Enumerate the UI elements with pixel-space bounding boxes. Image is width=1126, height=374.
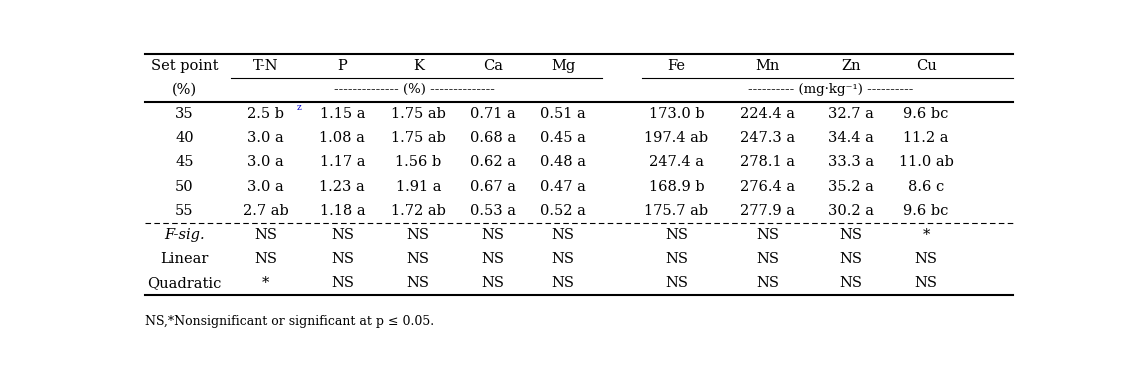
Text: Fe: Fe <box>668 59 686 73</box>
Text: NS: NS <box>756 276 779 290</box>
Text: z: z <box>296 103 301 112</box>
Text: T-N: T-N <box>252 59 278 73</box>
Text: 175.7 ab: 175.7 ab <box>644 204 708 218</box>
Text: *: * <box>262 276 269 290</box>
Text: -------------- (%) --------------: -------------- (%) -------------- <box>334 83 494 96</box>
Text: 1.23 a: 1.23 a <box>320 180 365 194</box>
Text: NS: NS <box>840 228 863 242</box>
Text: 1.75 ab: 1.75 ab <box>391 107 446 121</box>
Text: NS: NS <box>552 228 574 242</box>
Text: 1.08 a: 1.08 a <box>320 131 365 145</box>
Text: 168.9 b: 168.9 b <box>649 180 705 194</box>
Text: 0.52 a: 0.52 a <box>540 204 586 218</box>
Text: 3.0 a: 3.0 a <box>248 180 284 194</box>
Text: 278.1 a: 278.1 a <box>740 155 795 169</box>
Text: NS: NS <box>254 252 277 266</box>
Text: NS: NS <box>840 252 863 266</box>
Text: NS: NS <box>665 252 688 266</box>
Text: 11.2 a: 11.2 a <box>903 131 949 145</box>
Text: 0.45 a: 0.45 a <box>540 131 586 145</box>
Text: NS: NS <box>840 276 863 290</box>
Text: 35.2 a: 35.2 a <box>828 180 874 194</box>
Text: 0.68 a: 0.68 a <box>471 131 517 145</box>
Text: F-sig.: F-sig. <box>164 228 205 242</box>
Text: 1.15 a: 1.15 a <box>320 107 365 121</box>
Text: 9.6 bc: 9.6 bc <box>903 204 949 218</box>
Text: 2.7 ab: 2.7 ab <box>243 204 288 218</box>
Text: ---------- (mg·kg⁻¹) ----------: ---------- (mg·kg⁻¹) ---------- <box>748 83 913 96</box>
Text: NS: NS <box>914 252 938 266</box>
Text: 1.17 a: 1.17 a <box>320 155 365 169</box>
Text: 0.48 a: 0.48 a <box>540 155 587 169</box>
Text: 33.3 a: 33.3 a <box>828 155 874 169</box>
Text: NS: NS <box>665 276 688 290</box>
Text: NS: NS <box>756 228 779 242</box>
Text: 3.0 a: 3.0 a <box>248 131 284 145</box>
Text: 0.67 a: 0.67 a <box>471 180 517 194</box>
Text: NS: NS <box>482 276 504 290</box>
Text: NS: NS <box>552 252 574 266</box>
Text: 0.53 a: 0.53 a <box>471 204 517 218</box>
Text: Mn: Mn <box>756 59 779 73</box>
Text: K: K <box>413 59 423 73</box>
Text: NS: NS <box>482 228 504 242</box>
Text: Mg: Mg <box>551 59 575 73</box>
Text: 1.18 a: 1.18 a <box>320 204 365 218</box>
Text: 30.2 a: 30.2 a <box>828 204 874 218</box>
Text: 197.4 ab: 197.4 ab <box>644 131 708 145</box>
Text: (%): (%) <box>172 83 197 97</box>
Text: NS: NS <box>756 252 779 266</box>
Text: 50: 50 <box>175 180 194 194</box>
Text: NS: NS <box>331 276 354 290</box>
Text: 0.47 a: 0.47 a <box>540 180 586 194</box>
Text: Ca: Ca <box>483 59 503 73</box>
Text: 1.72 ab: 1.72 ab <box>391 204 446 218</box>
Text: 3.0 a: 3.0 a <box>248 155 284 169</box>
Text: 32.7 a: 32.7 a <box>828 107 874 121</box>
Text: Cu: Cu <box>915 59 937 73</box>
Text: NS: NS <box>406 252 430 266</box>
Text: 34.4 a: 34.4 a <box>828 131 874 145</box>
Text: 247.3 a: 247.3 a <box>740 131 795 145</box>
Text: NS: NS <box>254 228 277 242</box>
Text: Zn: Zn <box>841 59 861 73</box>
Text: P: P <box>338 59 347 73</box>
Text: 40: 40 <box>175 131 194 145</box>
Text: 224.4 a: 224.4 a <box>740 107 795 121</box>
Text: 0.62 a: 0.62 a <box>471 155 517 169</box>
Text: 55: 55 <box>176 204 194 218</box>
Text: Linear: Linear <box>160 252 208 266</box>
Text: 2.5 b: 2.5 b <box>247 107 284 121</box>
Text: 0.51 a: 0.51 a <box>540 107 586 121</box>
Text: *: * <box>922 228 930 242</box>
Text: Quadratic: Quadratic <box>148 276 222 290</box>
Text: 9.6 bc: 9.6 bc <box>903 107 949 121</box>
Text: NS,*Nonsignificant or significant at p ≤ 0.05.: NS,*Nonsignificant or significant at p ≤… <box>145 315 435 328</box>
Text: 0.71 a: 0.71 a <box>471 107 516 121</box>
Text: NS: NS <box>552 276 574 290</box>
Text: NS: NS <box>331 228 354 242</box>
Text: 35: 35 <box>175 107 194 121</box>
Text: 247.4 a: 247.4 a <box>649 155 704 169</box>
Text: Set point: Set point <box>151 59 218 73</box>
Text: 1.75 ab: 1.75 ab <box>391 131 446 145</box>
Text: NS: NS <box>406 276 430 290</box>
Text: 11.0 ab: 11.0 ab <box>899 155 954 169</box>
Text: NS: NS <box>482 252 504 266</box>
Text: 276.4 a: 276.4 a <box>740 180 795 194</box>
Text: NS: NS <box>914 276 938 290</box>
Text: 1.56 b: 1.56 b <box>395 155 441 169</box>
Text: NS: NS <box>665 228 688 242</box>
Text: NS: NS <box>406 228 430 242</box>
Text: 1.91 a: 1.91 a <box>395 180 441 194</box>
Text: 173.0 b: 173.0 b <box>649 107 705 121</box>
Text: 8.6 c: 8.6 c <box>908 180 945 194</box>
Text: 45: 45 <box>176 155 194 169</box>
Text: NS: NS <box>331 252 354 266</box>
Text: 277.9 a: 277.9 a <box>740 204 795 218</box>
